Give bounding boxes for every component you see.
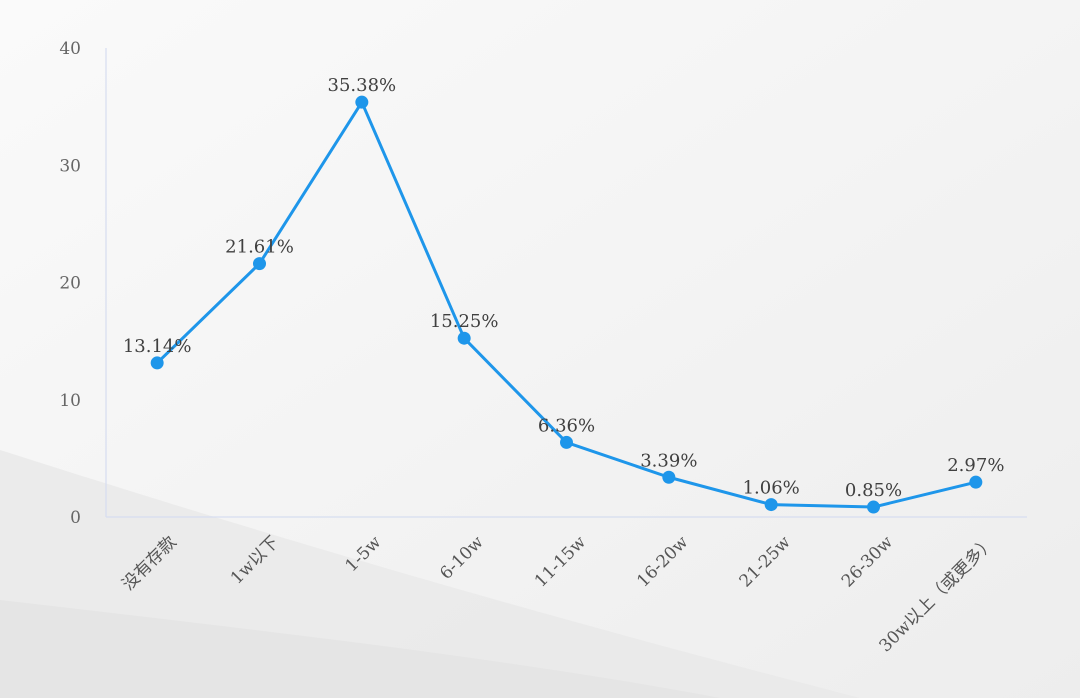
data-point [764,498,778,512]
data-point [253,257,266,271]
background-wave-lower [0,600,720,698]
data-label: 0.85% [845,480,902,501]
data-point [560,435,573,449]
y-tick-label: 30 [59,156,81,176]
data-point [867,500,880,514]
y-tick-label: 10 [59,391,81,411]
data-label: 3.39% [640,450,697,471]
y-tick-label: 0 [70,508,81,528]
data-label: 6.36% [538,415,595,436]
data-point [969,475,983,489]
data-label: 21.61% [225,237,294,258]
data-point [355,95,369,109]
y-tick-label: 20 [59,274,81,294]
data-label: 13.14% [123,336,192,357]
data-point [457,331,471,345]
data-label: 15.25% [430,311,499,332]
data-label: 1.06% [743,478,800,499]
data-label: 35.38% [328,75,397,96]
data-point [150,356,164,370]
data-point [662,470,676,484]
y-tick-label: 40 [59,39,81,59]
data-label: 2.97% [947,455,1004,476]
